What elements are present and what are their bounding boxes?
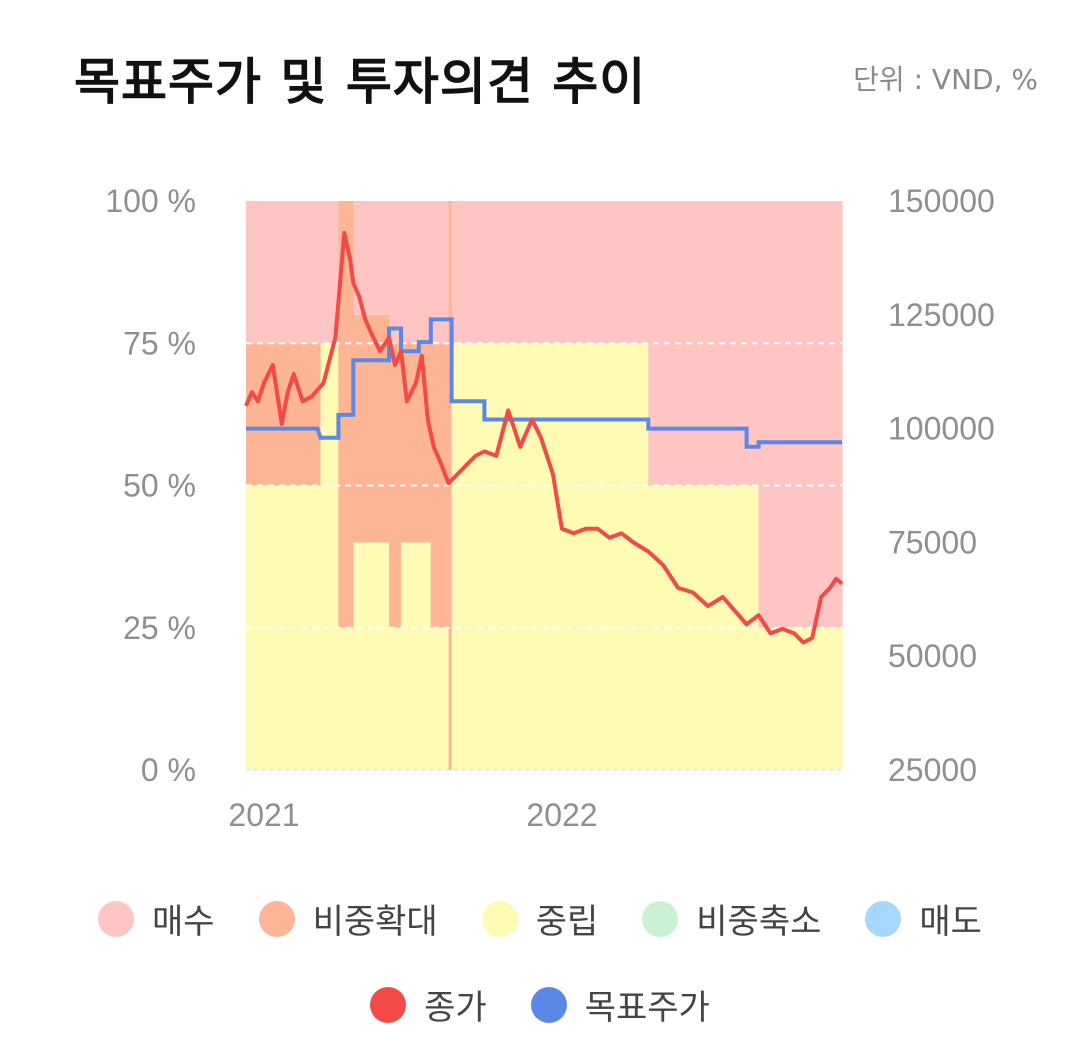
band-neutral (400, 542, 432, 770)
legend-item-overweight: 비중확대 (258, 894, 438, 943)
right-tick-label: 50000 (888, 638, 977, 674)
right-tick-label: 150000 (888, 183, 995, 219)
band-buy (320, 201, 339, 344)
legend-dot-buy (98, 900, 135, 937)
left-tick-label: 0 % (141, 752, 196, 788)
band-buy (389, 201, 402, 344)
chart-plot: 100 % 75 % 50 % 25 % 0 % 150000 125000 100000 7… (105, 183, 995, 833)
legend-dot-overweight (258, 900, 295, 937)
legend-label: 비중확대 (312, 902, 438, 942)
band-buy (484, 201, 649, 344)
band-buy (451, 201, 485, 344)
band-overweight (430, 343, 450, 628)
legend-item-target: 목표주가 (530, 980, 710, 1029)
band-neutral (389, 627, 402, 770)
left-tick-label: 75 % (123, 325, 196, 361)
right-axis: 150000 125000 100000 75000 50000 25000 (888, 183, 995, 788)
legend-dot-neutral (481, 900, 518, 937)
left-tick-label: 25 % (123, 610, 196, 646)
grid-lines (246, 342, 842, 771)
band-buy (758, 201, 843, 628)
right-tick-label: 75000 (888, 524, 977, 560)
band-neutral (353, 542, 390, 770)
band-neutral (320, 343, 339, 770)
legend-dot-underweight (642, 900, 679, 937)
legend-dot-close (370, 986, 407, 1023)
band-overweight (389, 343, 402, 628)
right-tick-label: 25000 (888, 752, 977, 788)
legend-item-buy: 매수 (98, 894, 215, 943)
x-tick-label: 2021 (228, 797, 299, 833)
x-tick-label: 2022 (526, 797, 597, 833)
band-neutral (338, 627, 354, 770)
legend-dot-sell (865, 900, 902, 937)
x-axis: 2021 2022 (228, 797, 597, 833)
left-tick-label: 100 % (105, 183, 196, 219)
legend-label: 목표주가 (584, 988, 710, 1028)
legend-label: 비중축소 (696, 902, 822, 942)
band-buy (400, 201, 432, 344)
band-neutral (451, 343, 485, 770)
band-neutral (430, 627, 450, 770)
legend-dot-target (530, 986, 567, 1023)
legend-item-close: 종가 (370, 980, 487, 1029)
right-tick-label: 100000 (888, 411, 995, 447)
left-axis: 100 % 75 % 50 % 25 % 0 % (105, 183, 196, 788)
legend-label: 중립 (535, 902, 599, 942)
legend-label: 종가 (424, 988, 487, 1028)
right-tick-label: 125000 (888, 297, 995, 333)
chart-title: 목표주가 및 투자의견 추이 (74, 53, 647, 111)
band-neutral (758, 627, 843, 770)
legend-item-sell: 매도 (865, 894, 982, 943)
target-price-line (246, 317, 842, 449)
legend-label: 매도 (919, 902, 982, 942)
band-neutral (484, 343, 649, 770)
legend-row-opinions: 매수 비중확대 중립 비중축소 매도 (0, 894, 1080, 943)
close-price-line (244, 230, 844, 645)
legend-row-lines: 종가 목표주가 (0, 980, 1080, 1029)
left-tick-label: 50 % (123, 468, 196, 504)
legend-item-underweight: 비중축소 (642, 894, 821, 943)
band-buy (246, 201, 322, 344)
band-overweight (353, 314, 390, 543)
legend-item-neutral: 중립 (481, 894, 599, 943)
band-overweight (448, 201, 453, 770)
opinion-bands (246, 201, 843, 770)
legend-label: 매수 (152, 902, 215, 942)
unit-label: 단위 : VND, % (853, 63, 1038, 96)
band-buy (430, 201, 450, 344)
